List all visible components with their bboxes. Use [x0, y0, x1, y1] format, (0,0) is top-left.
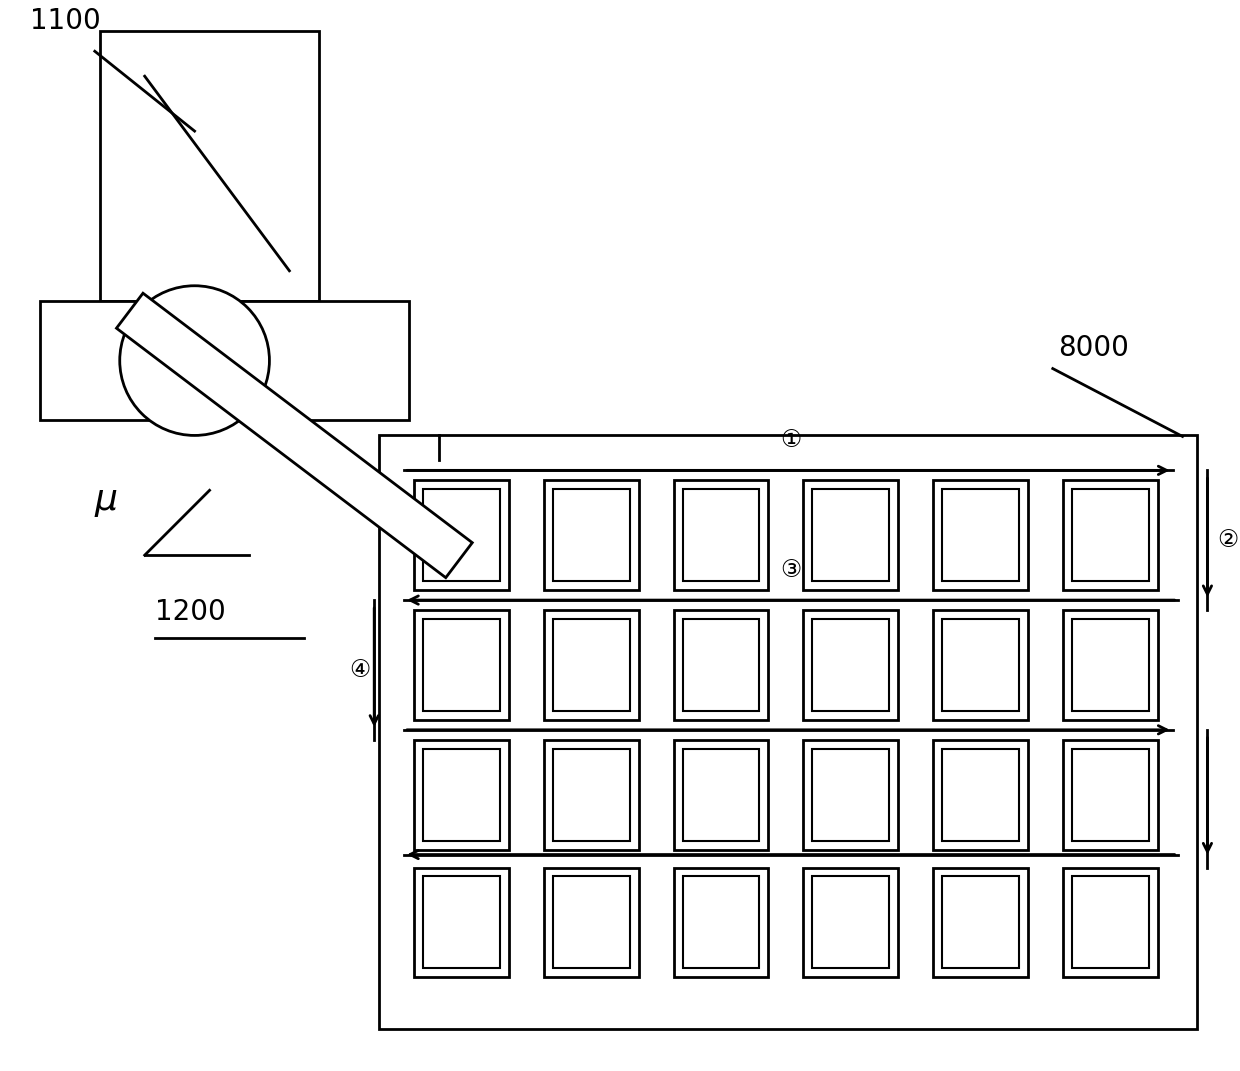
Bar	[682, 876, 759, 968]
Bar	[682, 489, 759, 582]
Bar	[932, 480, 1028, 590]
Bar	[1063, 610, 1158, 720]
Bar	[812, 619, 889, 711]
Bar	[379, 436, 1198, 1029]
Bar	[553, 489, 630, 582]
Bar	[673, 868, 769, 977]
Bar	[932, 740, 1028, 849]
Bar	[804, 610, 898, 720]
Circle shape	[120, 286, 269, 436]
Bar	[1071, 619, 1148, 711]
Bar	[414, 610, 508, 720]
Bar	[423, 876, 500, 968]
Bar	[812, 876, 889, 968]
Bar	[544, 740, 639, 849]
Bar	[414, 868, 508, 977]
Bar	[40, 301, 409, 421]
Bar	[1071, 749, 1148, 841]
Bar	[804, 740, 898, 849]
Bar	[423, 489, 500, 582]
Bar	[942, 749, 1019, 841]
Bar	[682, 619, 759, 711]
Bar	[673, 480, 769, 590]
Text: ④: ④	[350, 658, 371, 682]
Bar	[414, 740, 508, 849]
Bar	[544, 480, 639, 590]
Bar	[1071, 876, 1148, 968]
Bar	[1063, 740, 1158, 849]
Text: μ: μ	[94, 483, 118, 517]
Bar	[932, 868, 1028, 977]
Text: ①: ①	[780, 428, 801, 452]
Bar	[414, 480, 508, 590]
Bar	[942, 619, 1019, 711]
Bar	[553, 749, 630, 841]
Bar	[942, 876, 1019, 968]
Text: 1100: 1100	[30, 7, 100, 35]
Bar	[553, 876, 630, 968]
Polygon shape	[117, 293, 472, 577]
Text: ③: ③	[780, 558, 801, 583]
Bar	[423, 619, 500, 711]
Bar	[1063, 868, 1158, 977]
Bar	[942, 489, 1019, 582]
Bar	[804, 480, 898, 590]
Bar	[99, 31, 320, 301]
Bar	[1071, 489, 1148, 582]
Bar	[812, 489, 889, 582]
Bar	[812, 749, 889, 841]
Bar	[932, 610, 1028, 720]
Bar	[682, 749, 759, 841]
Bar	[423, 749, 500, 841]
Bar	[804, 868, 898, 977]
Bar	[673, 740, 769, 849]
Bar	[673, 610, 769, 720]
Bar	[544, 610, 639, 720]
Bar	[544, 868, 639, 977]
Bar	[553, 619, 630, 711]
Text: 1200: 1200	[155, 598, 226, 627]
Text: 8000: 8000	[1058, 333, 1128, 362]
Text: ②: ②	[1218, 528, 1239, 553]
Bar	[1063, 480, 1158, 590]
